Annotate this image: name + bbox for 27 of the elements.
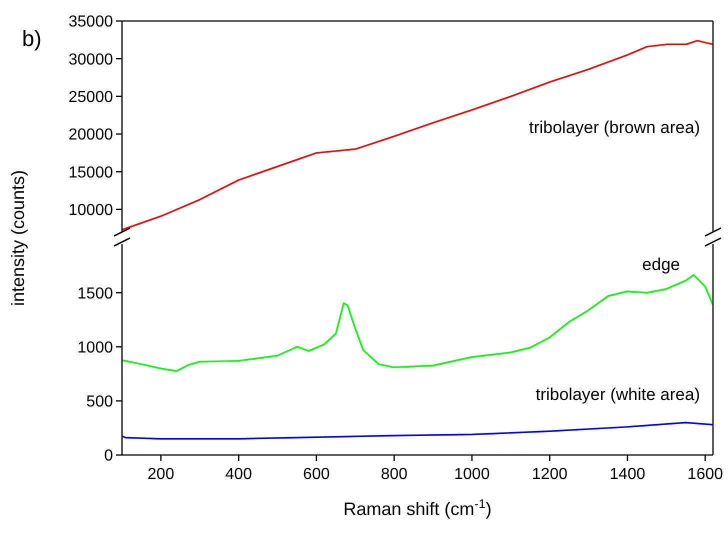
x-tick-label: 1600 [687,466,724,483]
series-label: edge [642,255,680,274]
series-label: tribolayer (white area) [536,385,700,404]
x-tick-label: 800 [380,466,408,483]
series-label: tribolayer (brown area) [528,118,700,137]
x-tick-label: 600 [303,466,330,483]
x-tick-label: 200 [148,466,174,483]
x-axis-title: Raman shift (cm$^{-1}$) [343,497,492,519]
y-tick-label: 500 [86,393,114,410]
y-tick-label: 10000 [68,202,114,219]
x-tick-label: 1000 [454,466,490,483]
y-tick-label: 25000 [68,88,114,106]
x-tick-label: 400 [225,466,252,483]
x-tick-label: 1200 [532,466,568,483]
text: b) [22,26,42,51]
y-tick-label: 0 [104,448,114,465]
line-series [121,274,714,372]
y-tick-label: 30000 [68,51,114,68]
y-tick-label: 20000 [68,126,114,144]
y-axis-title: intensity (counts) [8,170,28,306]
line-series [121,422,714,440]
line-series [121,40,714,231]
y-tick-label: 1500 [77,285,114,302]
x-tick-label: 1400 [610,466,646,483]
y-tick-label: 15000 [68,164,114,182]
y-tick-label: 35000 [68,14,114,31]
y-tick-label: 1000 [77,339,114,356]
